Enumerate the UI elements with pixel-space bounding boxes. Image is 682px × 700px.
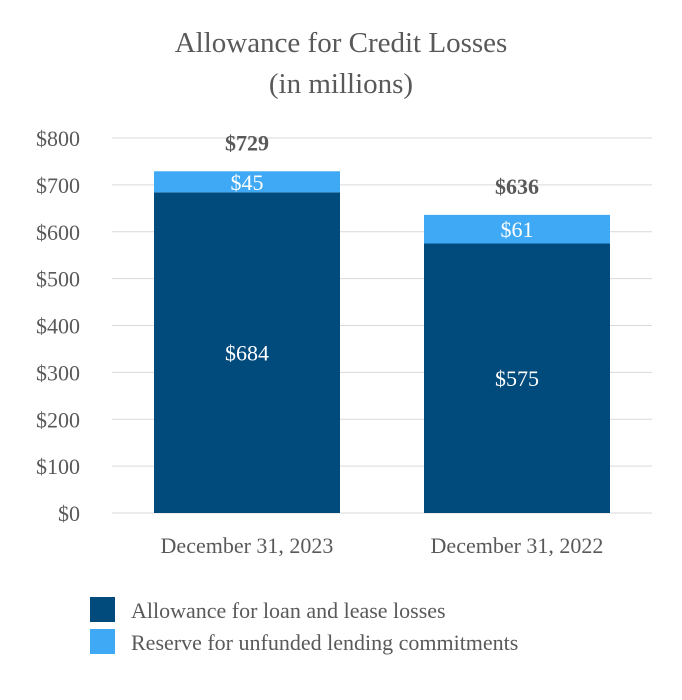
y-tick-label: $700 bbox=[36, 173, 80, 198]
bar-segment-label: $575 bbox=[495, 366, 539, 391]
bar-total-label: $636 bbox=[495, 174, 539, 199]
y-tick-label: $200 bbox=[36, 407, 80, 432]
chart-title: Allowance for Credit Losses bbox=[175, 27, 508, 59]
y-tick-label: $100 bbox=[36, 454, 80, 479]
y-axis: $0 $100 $200 $300 $400 $500 $600 $700 $800 bbox=[36, 126, 80, 526]
y-tick-label: $400 bbox=[36, 314, 80, 339]
legend-swatch bbox=[90, 597, 115, 622]
legend: Allowance for loan and lease losses Reser… bbox=[90, 597, 518, 655]
bar-segment bbox=[154, 171, 340, 193]
bars: $684 $45 $729 $575 $61 $636 bbox=[154, 130, 610, 513]
legend-label: Reserve for unfunded lending commitments bbox=[131, 630, 518, 655]
y-tick-label: $300 bbox=[36, 360, 80, 385]
x-category-label: December 31, 2023 bbox=[161, 533, 334, 558]
x-axis: December 31, 2023 December 31, 2022 bbox=[161, 533, 604, 558]
legend-label: Allowance for loan and lease losses bbox=[131, 598, 446, 623]
bar-segment bbox=[424, 243, 610, 513]
bar-segment-label: $684 bbox=[225, 341, 269, 366]
chart-subtitle: (in millions) bbox=[269, 68, 413, 100]
bar-total-label: $729 bbox=[225, 130, 269, 155]
bar-segment-label: $61 bbox=[501, 217, 534, 242]
legend-swatch bbox=[90, 629, 115, 654]
y-tick-label: $500 bbox=[36, 267, 80, 292]
y-tick-label: $0 bbox=[58, 501, 80, 526]
y-tick-label: $600 bbox=[36, 220, 80, 245]
y-tick-label: $800 bbox=[36, 126, 80, 151]
bar-segment bbox=[154, 192, 340, 513]
x-category-label: December 31, 2022 bbox=[431, 533, 604, 558]
bar-segment bbox=[424, 214, 610, 244]
bar-segment-label: $45 bbox=[231, 170, 264, 195]
